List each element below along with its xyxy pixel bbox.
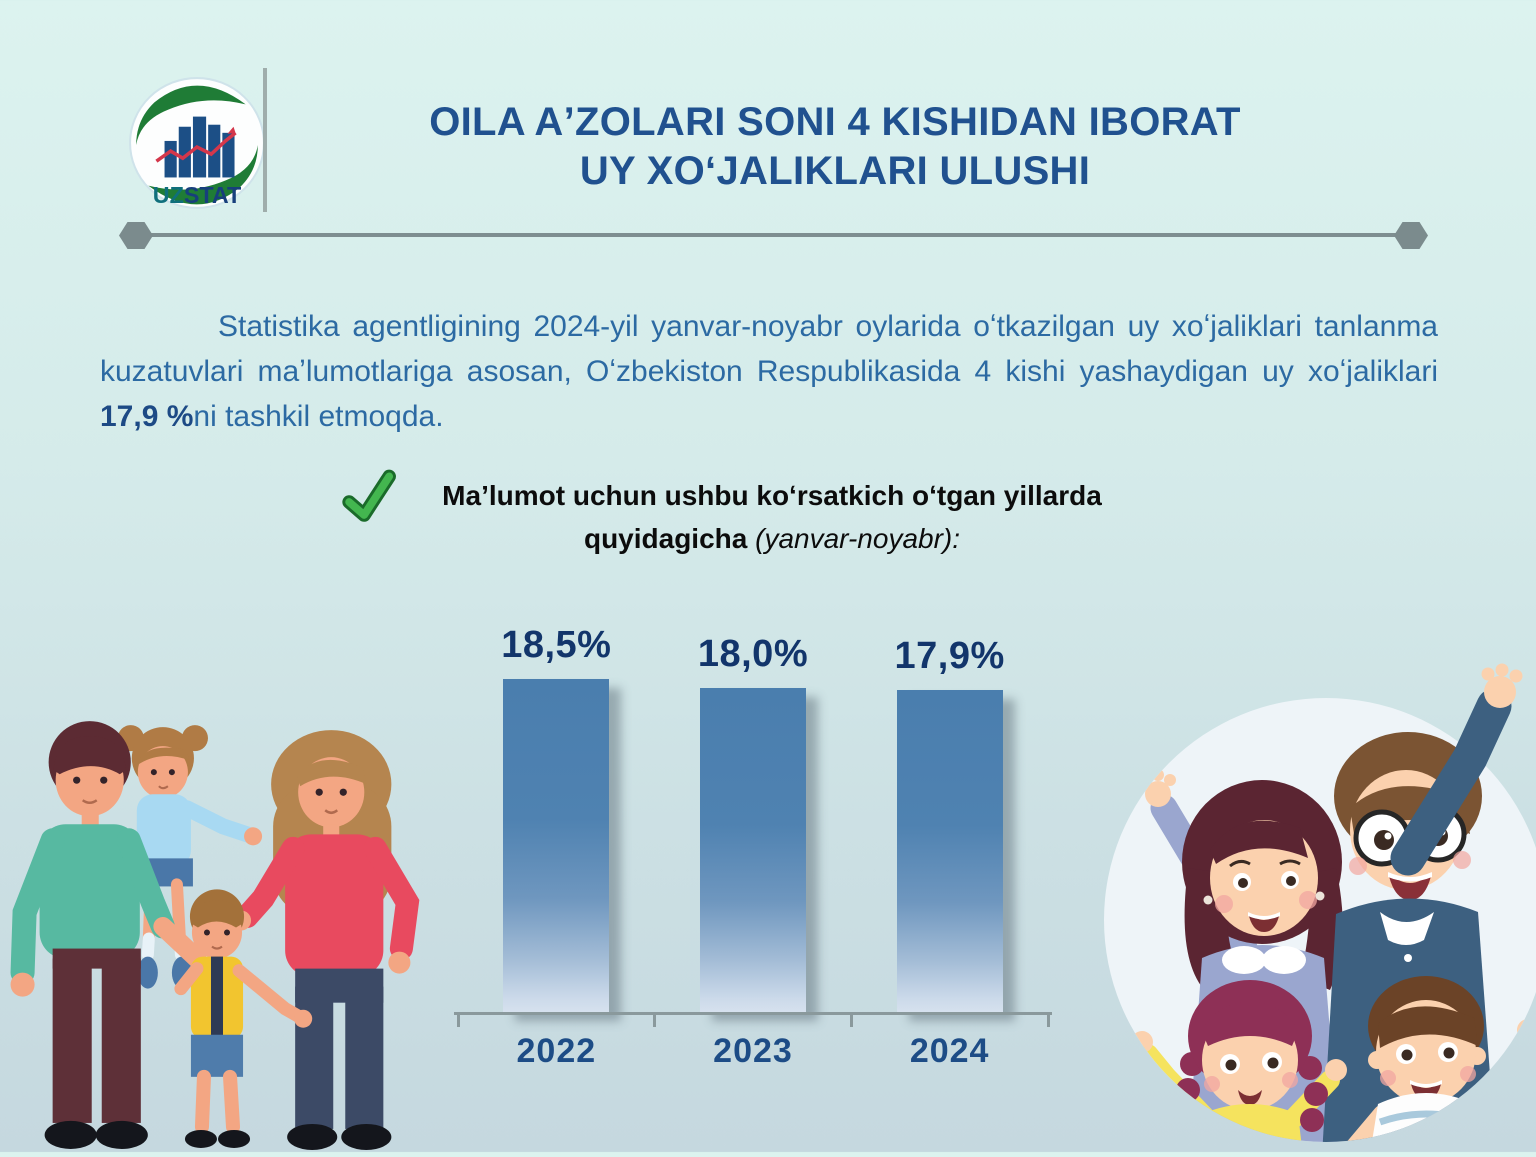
page-title-line2: UY XOʻJALIKLARI ULUSHI (579, 148, 1091, 193)
note-line2-italic: (yanvar-noyabr): (747, 523, 961, 555)
logo-green-swoosh (136, 85, 258, 205)
uzstat-logo-icon: UZSTAT (129, 77, 265, 209)
father-raised-arm (1390, 663, 1523, 876)
axis-tick (653, 1013, 657, 1027)
note-text: Maʼlumot uchun ushbu koʻrsatkich oʻtgan … (410, 474, 1134, 561)
page-title: OILA AʼZOLARI SONI 4 KISHIDAN IBORAT UY … (290, 98, 1380, 196)
bar-2022 (503, 679, 610, 1012)
intro-text-after: ni tashkil etmoqda. (193, 400, 444, 433)
son-figure (174, 889, 313, 1148)
section-divider-line (138, 233, 1408, 237)
logo-trend-line (155, 131, 237, 163)
logo-trend-arrow (227, 126, 236, 134)
bar-value-label: 18,0% (697, 633, 809, 675)
family-right-illustration (1096, 662, 1536, 1152)
year-label-2023: 2023 (713, 1032, 793, 1070)
axis-tick (849, 1013, 853, 1027)
mother-figure (231, 730, 420, 1150)
intro-text-before: Statistika agentligining 2024-yil yanvar… (100, 310, 1438, 388)
bar-2024 (896, 690, 1003, 1012)
waving-son-figure (1341, 976, 1536, 1142)
axis-tick (456, 1013, 460, 1027)
divider-hexagon-left (119, 222, 153, 249)
logo-text: UZSTAT (153, 182, 241, 208)
intro-paragraph: Statistika agentligining 2024-yil yanvar… (100, 304, 1438, 439)
bar-value-label: 17,9% (894, 635, 1005, 677)
year-label-2024: 2024 (909, 1032, 990, 1070)
intro-highlight-value: 17,9 % (100, 400, 194, 433)
bar-2023 (699, 688, 806, 1012)
note-line2: quyidagicha (yanvar-noyabr): (410, 517, 1134, 560)
uzstat-logo: UZSTAT (126, 74, 268, 216)
axis-tick (1046, 1013, 1050, 1027)
bar-group-2022: 18,5% (458, 600, 655, 1012)
check-icon (340, 468, 398, 526)
bar-chart: 18,5% 18,0% 17,9% 2022 2023 2024 (454, 600, 1052, 1090)
note-line1: Maʼlumot uchun ushbu koʻrsatkich oʻtgan … (442, 480, 1102, 511)
note-line2-bold: quyidagicha (583, 523, 748, 555)
year-label-2022: 2022 (516, 1032, 597, 1070)
x-axis-line (454, 1012, 1052, 1015)
bar-group-2023: 18,0% (655, 600, 852, 1012)
logo-vertical-divider (263, 68, 267, 212)
father-figure (10, 721, 207, 1149)
bar-group-2024: 17,9% (851, 600, 1048, 1012)
page-title-line1: OILA AʼZOLARI SONI 4 KISHIDAN IBORAT (429, 100, 1241, 144)
bar-chart-plot: 18,5% 18,0% 17,9% (458, 600, 1048, 1012)
bar-value-label: 18,5% (501, 624, 612, 666)
family-left-illustration (0, 686, 442, 1152)
divider-hexagon-right (1394, 222, 1428, 249)
